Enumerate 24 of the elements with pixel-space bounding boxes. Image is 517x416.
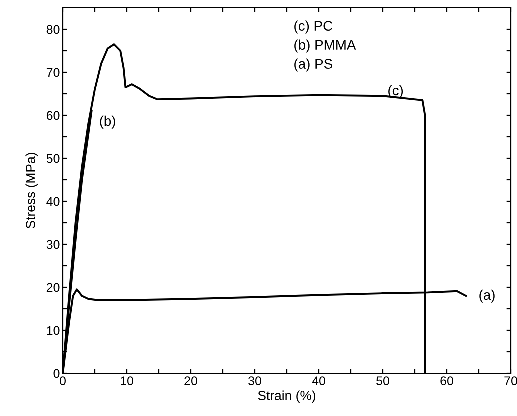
- y-tick-label: 40: [46, 197, 60, 206]
- x-tick-label: 0: [60, 376, 66, 386]
- x-tick-label: 20: [184, 376, 198, 386]
- y-tick-label: 0: [54, 369, 60, 378]
- y-tick-label: 20: [46, 283, 60, 292]
- x-tick-label: 40: [312, 376, 326, 386]
- annotation: (c) PC: [294, 20, 333, 34]
- x-tick-label: 60: [440, 376, 454, 386]
- x-axis-title: Strain (%): [258, 390, 316, 403]
- y-tick-label: 10: [47, 326, 60, 336]
- annotation: (b) PMMA: [294, 40, 356, 53]
- y-axis-title: Stress (MPa): [26, 153, 38, 229]
- annotation: (a) PS: [294, 58, 332, 72]
- y-tick-label: 50: [46, 154, 60, 164]
- y-tick-label: 30: [46, 240, 60, 250]
- annotation: (b): [100, 116, 116, 129]
- x-tick-label: 30: [248, 376, 262, 386]
- annotation: (a): [480, 290, 495, 303]
- x-tick-label: 50: [376, 376, 390, 386]
- y-tick-label: 70: [46, 68, 60, 78]
- x-tick-label: 10: [121, 376, 134, 386]
- y-tick-label: 60: [46, 111, 60, 120]
- x-tick-label: 70: [504, 376, 517, 386]
- y-tick-label: 80: [46, 25, 60, 34]
